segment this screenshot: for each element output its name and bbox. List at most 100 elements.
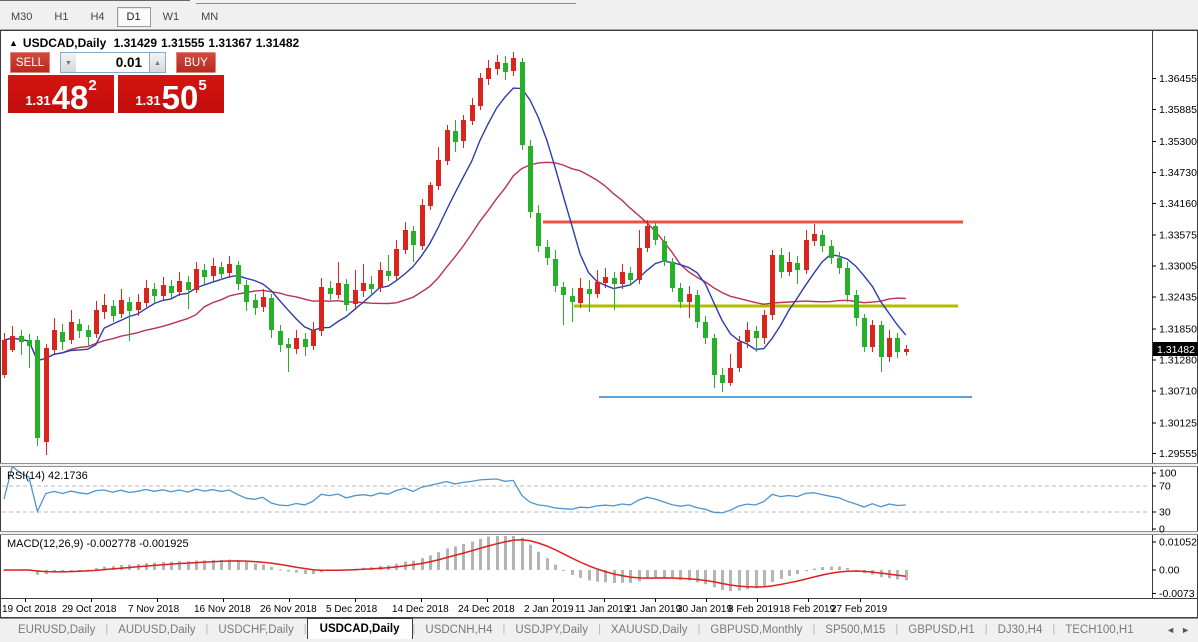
macd-histogram-bar (287, 570, 290, 572)
date-tick-label: 19 Oct 2018 (2, 604, 57, 615)
macd-label: MACD(12,26,9) -0.002778 -0.001925 (7, 538, 189, 550)
tab-usdcnh-h4[interactable]: USDCNH,H4 (425, 624, 493, 636)
rsi-line (3, 465, 906, 514)
tab-separator: | (1052, 623, 1056, 635)
candle-body (728, 368, 733, 384)
candle-body (436, 159, 441, 187)
candle-body (570, 296, 575, 302)
macd-histogram-bar (721, 570, 724, 590)
sell-button[interactable]: SELL (10, 52, 50, 73)
tab-gbpusd-h1[interactable]: GBPUSD,H1 (908, 624, 975, 636)
macd-histogram-bar (746, 570, 749, 590)
candle-body (52, 329, 57, 350)
timeframe-button-m30[interactable]: M30 (11, 11, 33, 23)
candle-body (336, 283, 341, 296)
macd-histogram-bar (270, 566, 273, 570)
date-tick-label: 16 Nov 2018 (194, 604, 251, 615)
macd-histogram-bar (846, 567, 849, 570)
macd-histogram-bar (153, 562, 156, 570)
tab-sp500-m15[interactable]: SP500,M15 (825, 624, 886, 636)
tab-dj30-h4[interactable]: DJ30,H4 (997, 624, 1043, 636)
panel-splitter[interactable] (0, 531, 1198, 535)
candle-body (361, 283, 366, 292)
macd-histogram-bar (479, 538, 482, 570)
price-tick-label: 1.34730 (1159, 167, 1197, 179)
trade-panel-toggle-icon[interactable]: ▲ (9, 38, 18, 48)
candle-body (453, 130, 458, 142)
macd-histogram-bar (212, 559, 215, 570)
price-tick-label: 1.30710 (1159, 385, 1197, 397)
macd-tick-label: 0.010525 (1159, 537, 1198, 549)
macd-histogram-bar (613, 570, 616, 583)
candle-body (69, 321, 74, 341)
tab-eurusd-daily[interactable]: EURUSD,Daily (18, 624, 96, 636)
candle-body (60, 332, 65, 343)
volume-increase-button[interactable]: ▲ (149, 52, 166, 73)
rsi-tick-label: 100 (1159, 468, 1177, 480)
panel-splitter[interactable] (0, 463, 1198, 467)
tab-gbpusd-monthly[interactable]: GBPUSD,Monthly (710, 624, 803, 636)
candle-body (378, 269, 383, 289)
candle-body (511, 58, 516, 71)
tab-scroll-left-button[interactable]: ◄ (1166, 625, 1176, 635)
candle-body (261, 297, 266, 307)
candle-body (628, 273, 633, 280)
candle-body (854, 295, 859, 319)
macd-histogram-bar (512, 536, 515, 570)
date-tick-label: 30 Jan 2019 (677, 604, 732, 615)
buy-price-display[interactable]: 1.31 50 5 (118, 75, 224, 114)
macd-histogram-bar (521, 537, 524, 570)
timeframe-button-h1[interactable]: H1 (54, 11, 69, 23)
candle-body (403, 229, 408, 250)
candle-body (227, 263, 232, 274)
candle-body (186, 282, 191, 290)
candle-body (202, 269, 207, 278)
macd-histogram-bar (462, 543, 465, 570)
tab-audusd-daily[interactable]: AUDUSD,Daily (118, 624, 196, 636)
candle-body (503, 63, 508, 72)
date-tick-label: 5 Dec 2018 (326, 604, 378, 615)
chart-canvas[interactable]: RSI(14) 42.1736 MACD(12,26,9) -0.002778 -… (0, 30, 1198, 618)
timeframe-button-mn[interactable]: MN (201, 11, 219, 23)
candle-body (94, 309, 99, 335)
volume-decrease-button[interactable]: ▼ (60, 52, 77, 73)
candle-body (269, 298, 274, 330)
macd-histogram-bar (87, 569, 90, 571)
macd-histogram-bar (262, 564, 265, 570)
rsi-tick-label: 0 (1159, 524, 1165, 536)
timeframe-button-w1[interactable]: W1 (162, 11, 180, 23)
sell-price-display[interactable]: 1.31 48 2 (8, 75, 114, 114)
macd-histogram-bar (471, 541, 474, 570)
candle-body (478, 77, 483, 106)
candle-body (553, 258, 558, 287)
tab-xauusd-daily[interactable]: XAUUSD,Daily (610, 624, 688, 636)
macd-histogram-bar (696, 570, 699, 583)
candle-body (236, 264, 241, 284)
current-price-label: 1.31482 (1157, 344, 1195, 356)
tab-separator: | (105, 623, 109, 635)
tab-separator: | (303, 623, 307, 635)
tab-scroll-right-button[interactable]: ► (1181, 625, 1190, 635)
candle-body (670, 261, 675, 289)
macd-histogram-bar (529, 544, 532, 570)
date-tick-label: 2 Jan 2019 (524, 604, 574, 615)
timeframe-button-h4[interactable]: H4 (90, 11, 105, 23)
price-tick-label: 1.31280 (1159, 354, 1197, 366)
chart-window-border (0, 30, 1198, 618)
tab-usdchf-daily[interactable]: USDCHF,Daily (218, 624, 294, 636)
candle-body (353, 289, 358, 304)
spinner-up-icon: ▲ (154, 60, 161, 67)
buy-button[interactable]: BUY (176, 52, 216, 73)
macd-histogram-bar (838, 566, 841, 570)
macd-histogram-bar (162, 561, 165, 570)
tab-usdcad-daily[interactable]: USDCAD,Daily (306, 618, 413, 639)
tab-tech100-h1[interactable]: TECH100,H1 (1065, 624, 1134, 636)
tab-usdjpy-daily[interactable]: USDJPY,Daily (515, 624, 588, 636)
timeframe-button-d1[interactable]: D1 (116, 7, 151, 27)
rsi-label: RSI(14) 42.1736 (7, 470, 88, 482)
candlestick-series (2, 52, 909, 455)
macd-signal-line (4, 539, 906, 588)
candle-body (2, 340, 7, 375)
volume-input[interactable] (76, 52, 150, 73)
macd-histogram-bar (571, 570, 574, 575)
